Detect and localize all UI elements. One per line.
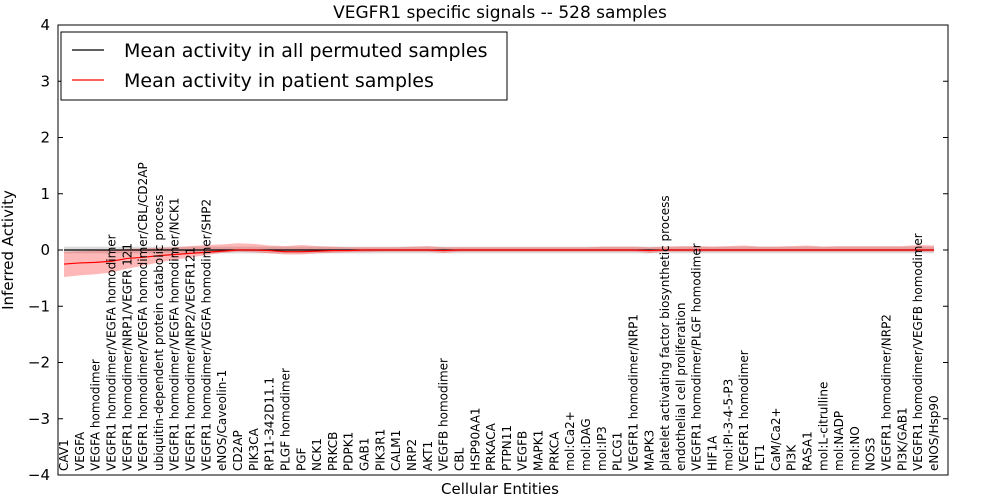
x-category-label: AKT1 (421, 441, 435, 471)
x-category-label: VEGFB homodimer (437, 358, 451, 471)
x-category-label: NCK1 (310, 438, 324, 471)
y-tick-label: 0 (40, 241, 50, 259)
y-tick-label: 4 (40, 16, 50, 34)
x-category-label: HIF1A (706, 435, 720, 471)
x-category-label: PRKACA (484, 422, 498, 471)
x-category-label: PRKCB (326, 432, 340, 471)
legend: Mean activity in all permuted samples Me… (60, 31, 508, 101)
x-axis-label: Cellular Entities (441, 480, 559, 498)
x-category-label: CD2AP (231, 430, 245, 471)
x-category-labels: CAV1 VEGFA VEGFA homodimer VEGFR1 homodimer… (57, 162, 941, 471)
x-category-label: NOS3 (864, 437, 878, 471)
y-axis-label: Inferred Activity (0, 190, 17, 310)
y-tick-label: 2 (40, 129, 50, 147)
y-axis-ticks: −4 −3 −2 −1 0 1 2 3 4 (28, 16, 948, 484)
patient-mean-line (63, 249, 934, 265)
legend-label-patient: Mean activity in patient samples (124, 70, 434, 92)
x-category-label: PI3K/GAB1 (895, 407, 909, 471)
chart-title: VEGFR1 specific signals -- 528 samples (333, 3, 667, 23)
x-category-label: VEGFR1 homodimer/NRP2 (880, 314, 894, 471)
x-category-label: VEGFR1 homodimer/NRP2/VEGFR121 (184, 247, 198, 471)
legend-label-permuted: Mean activity in all permuted samples (124, 40, 487, 62)
x-category-label: PIK3R1 (373, 429, 387, 471)
x-category-label: VEGFR1 homodimer/NRP1/VEGFR 121 (120, 243, 134, 471)
x-category-label: VEGFR1 homodimer/VEGFB homodimer (911, 233, 925, 471)
x-category-label: PTPN11 (500, 425, 514, 471)
x-category-label: FLT1 (753, 444, 767, 471)
x-category-label: PDPK1 (342, 432, 356, 471)
x-category-label: mol:IP3 (595, 426, 609, 471)
x-category-label: mol:DAG (579, 418, 593, 471)
y-tick-label: 1 (40, 185, 50, 203)
x-category-label: VEGFR1 homodimer/VEGFA homodimer/SHP2 (199, 199, 213, 471)
x-category-label: VEGFR1 homodimer/VEGFA homodimer (104, 234, 118, 471)
y-tick-label: −1 (28, 297, 50, 315)
x-category-label: PI3K (785, 444, 799, 471)
x-category-label: GAB1 (358, 438, 372, 471)
x-category-label: PGF (294, 447, 308, 471)
x-category-label: VEGFB (516, 431, 530, 471)
x-category-label: platelet activating factor biosynthetic … (658, 195, 672, 471)
x-category-label: CALM1 (389, 430, 403, 471)
y-tick-label: −4 (28, 466, 50, 484)
y-tick-label: −2 (28, 354, 50, 372)
x-category-label: MAPK3 (642, 430, 656, 471)
x-category-label: eNOS/Caveolin-1 (215, 370, 229, 471)
x-category-label: CAV1 (57, 439, 71, 471)
x-category-label: VEGFA homodimer (89, 359, 103, 471)
x-category-label: VEGFR1 homodimer/VEGFA homodimer/CBL/CD2… (136, 162, 150, 471)
x-category-label: PRKCA (547, 431, 561, 471)
x-category-label: VEGFR1 homodimer (737, 350, 751, 471)
x-category-label: VEGFR1 homodimer/VEGFA homodimer/NCK1 (168, 197, 182, 471)
x-category-label: ubiquitin-dependent protein catabolic pr… (152, 195, 166, 471)
x-category-label: mol:PI-3-4-5-P3 (721, 379, 735, 471)
x-category-label: eNOS/Hsp90 (927, 395, 941, 471)
y-tick-label: −3 (28, 410, 50, 428)
x-category-label: mol:NO (848, 426, 862, 471)
x-category-label: VEGFR1 homodimer/PLGF homodimer (690, 243, 704, 471)
x-category-label: HSP90AA1 (468, 407, 482, 471)
y-tick-label: 3 (40, 72, 50, 90)
x-category-label: mol:Ca2+ (563, 411, 577, 471)
x-category-label: endothelial cell proliferation (674, 303, 688, 471)
x-category-label: VEGFA (73, 431, 87, 471)
series-lines (63, 249, 934, 265)
x-category-label: mol:L-citrulline (816, 382, 830, 471)
plot-frame (57, 24, 949, 476)
x-category-label: MAPK1 (532, 430, 546, 471)
x-category-label: CaM/Ca2+ (769, 407, 783, 471)
x-category-label: CBL (452, 447, 466, 471)
legend-box (60, 31, 508, 101)
x-category-label: RASA1 (800, 431, 814, 471)
x-category-label: RP11-342D11.1 (263, 377, 277, 471)
x-category-label: NRP2 (405, 439, 419, 471)
x-category-label: PLCG1 (611, 432, 625, 471)
x-category-label: VEGFR1 homodimer/NRP1 (626, 314, 640, 471)
x-category-label: PIK3CA (247, 427, 261, 471)
x-category-label: mol:NADP (832, 411, 846, 471)
x-category-label: PLGF homodimer (278, 368, 292, 471)
